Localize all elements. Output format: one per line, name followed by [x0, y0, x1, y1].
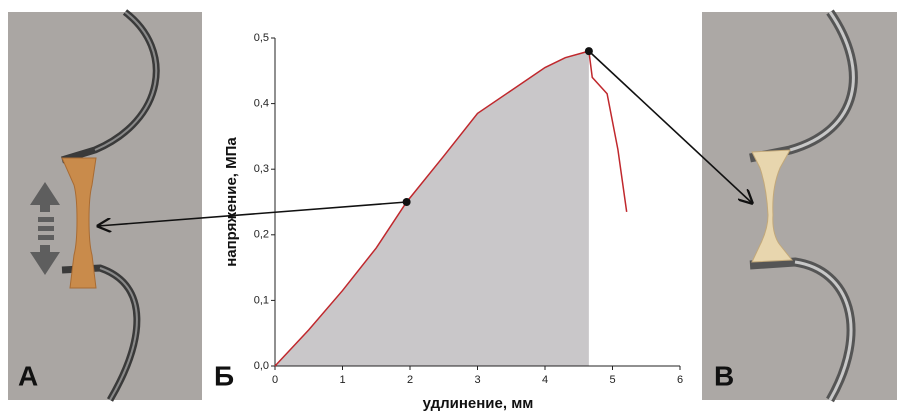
y-tick-label: 0,2 — [254, 229, 269, 241]
photo-right: В — [702, 9, 897, 403]
y-tick-label: 0,4 — [254, 98, 269, 110]
point-marker — [584, 47, 593, 56]
photo-left: А — [8, 9, 202, 402]
y-axis-title: напряжение, МПа — [223, 137, 240, 267]
x-tick-label: 4 — [542, 374, 548, 386]
x-tick-label: 2 — [407, 374, 413, 386]
panel-label: Б — [214, 360, 234, 391]
arrow — [588, 50, 752, 203]
panel-label: В — [714, 360, 734, 391]
x-tick-label: 6 — [677, 374, 683, 386]
line — [274, 50, 628, 367]
y-tick-label: 0,3 — [254, 163, 269, 175]
x-tick-label: 3 — [474, 374, 480, 386]
area — [275, 51, 589, 367]
arrow — [98, 201, 407, 226]
point-marker — [402, 198, 411, 206]
y-tick-label: 0,5 — [254, 32, 269, 44]
y-tick-label: 0,1 — [254, 294, 269, 306]
x-axis-title: удлинение, мм — [423, 395, 534, 412]
panel-label: А — [18, 360, 38, 391]
x-tick-label: 1 — [339, 374, 345, 386]
x-tick-label: 0 — [272, 374, 278, 386]
y-tick-label: 0,0 — [254, 360, 269, 372]
x-tick-label: 5 — [609, 374, 615, 386]
